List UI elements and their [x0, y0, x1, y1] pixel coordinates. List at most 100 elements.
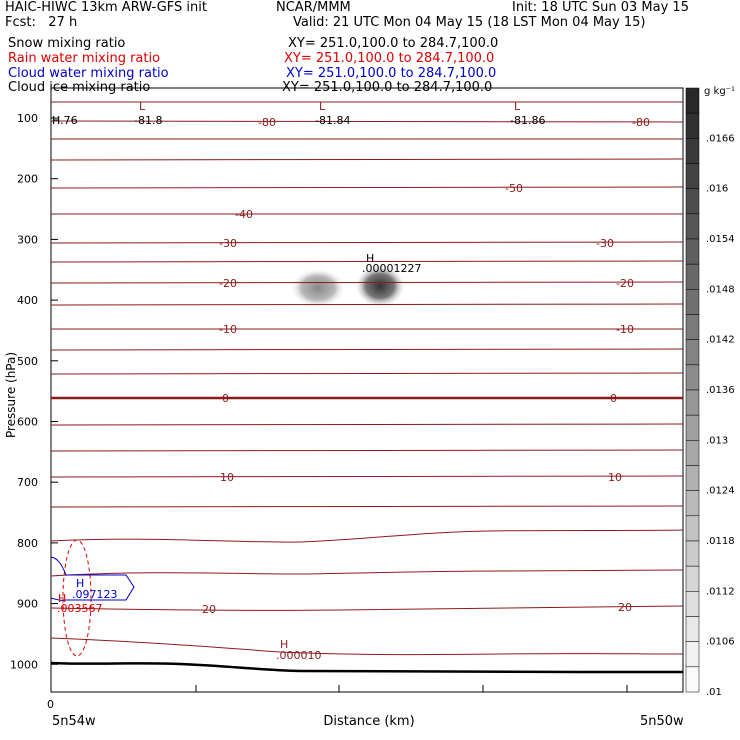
- y-tick-label: 600: [17, 416, 38, 429]
- contour-value-label: 10: [608, 471, 622, 484]
- colorbar-band: [685, 188, 700, 215]
- contour-line: [51, 529, 683, 543]
- contour-value-label: -50: [505, 182, 523, 195]
- contour-value-label: -20: [616, 277, 634, 290]
- header-org: NCAR/MMM: [276, 0, 351, 15]
- contour-line: [51, 241, 683, 244]
- y-axis: 100 200 300 400 500 600 700 800 900 1000: [10, 112, 58, 671]
- contour-value-label: 20: [618, 601, 632, 614]
- field-cloudwater-label: Cloud water mixing ratio: [8, 66, 169, 81]
- colorbar-band: [685, 339, 700, 366]
- header-title: HAIC-HIWC 13km ARW-GFS init: [5, 0, 207, 15]
- colorbar-band: [685, 138, 700, 164]
- x-tick-label: 0: [47, 698, 54, 711]
- colorbar-tick-label: .0106: [706, 637, 735, 648]
- colorbar-band: [685, 565, 700, 592]
- x-axis: [50, 685, 628, 692]
- contour-value-label: -80: [632, 116, 650, 129]
- extremum-value: -81.8: [134, 114, 162, 127]
- colorbar-band: [685, 490, 700, 517]
- colorbar-tick-label: .0148: [706, 284, 735, 295]
- contour-line: [51, 303, 683, 306]
- contour-value-label: 20: [202, 603, 216, 616]
- y-tick-label: 400: [17, 294, 38, 307]
- colorbar-tick-label: .013: [706, 435, 728, 446]
- colorbar-band: [685, 389, 700, 416]
- low-marker: L: [514, 100, 521, 113]
- y-tick-label: 300: [17, 233, 38, 246]
- x-axis-east-label: 5n50w: [640, 714, 684, 729]
- colorbar-tick-label: .0166: [706, 133, 735, 144]
- extremum-value: .003567: [57, 602, 103, 615]
- extremum-value: -81.86: [510, 114, 545, 127]
- extremum-value: -81.84: [315, 114, 350, 127]
- colorbar-band: [685, 163, 700, 189]
- contour-value-label: 0: [610, 392, 617, 405]
- contour-line: [51, 186, 683, 189]
- colorbar-tick-label: .0112: [706, 586, 735, 597]
- y-tick-label: 200: [17, 173, 38, 186]
- y-tick-label: 1000: [10, 658, 38, 671]
- colorbar-band: [685, 314, 700, 340]
- colorbar-tick-label: .01: [706, 687, 722, 698]
- colorbar-tick-label: .016: [706, 184, 728, 195]
- colorbar-band: [685, 238, 700, 265]
- y-tick-label: 800: [17, 537, 38, 550]
- contour-value-label: -10: [616, 323, 634, 336]
- colorbar-band: [685, 641, 700, 668]
- terrain-line: [51, 661, 683, 674]
- contour-value-label: -20: [219, 277, 237, 290]
- header-valid: Valid: 21 UTC Mon 04 May 15 (18 LST Mon …: [293, 15, 646, 30]
- colorbar-band: [685, 666, 700, 693]
- low-marker: L: [319, 100, 326, 113]
- colorbar-band: [685, 440, 700, 466]
- low-marker: L: [139, 100, 146, 113]
- colorbar-band: [685, 540, 700, 567]
- colorbar-tick-label: .0118: [706, 536, 735, 547]
- colorbar-band: [685, 263, 700, 290]
- contour-line: [51, 158, 683, 161]
- contour-line: [51, 281, 683, 284]
- extremum-value: .097123: [72, 588, 118, 601]
- contour-line: [51, 348, 683, 351]
- plot-frame: [50, 87, 684, 693]
- colorbar-band: [685, 616, 700, 642]
- contour-line: [51, 449, 683, 452]
- contour-line: [51, 120, 683, 123]
- y-tick-label: 100: [17, 112, 38, 125]
- extremum-value: .000010: [276, 649, 322, 662]
- high-marker: H: [76, 577, 84, 590]
- temperature-contours: [51, 101, 683, 656]
- colorbar-tick-label: .0124: [706, 486, 735, 497]
- field-rain-label: Rain water mixing ratio: [8, 51, 161, 66]
- colorbar-band: [685, 87, 700, 114]
- contour-line: [51, 505, 683, 508]
- x-axis-title: Distance (km): [323, 714, 414, 729]
- contour-line: [51, 637, 683, 656]
- y-tick-label: 900: [17, 598, 38, 611]
- cloud-water-contour: [51, 556, 135, 601]
- contour-line: [51, 605, 683, 611]
- x-axis-west-label: 5n54w: [52, 714, 96, 729]
- high-marker: H: [366, 252, 374, 265]
- colorbar-band: [685, 364, 700, 391]
- colorbar-tick-label: .0154: [706, 234, 735, 245]
- high-marker: H: [280, 638, 288, 651]
- colorbar-band: [685, 515, 700, 542]
- contour-line: [51, 475, 683, 478]
- contour-value-label: 0: [222, 392, 229, 405]
- high-marker: H: [58, 592, 66, 605]
- y-axis-title: Pressure (hPa): [4, 352, 18, 438]
- colorbar-band: [685, 414, 700, 441]
- contour-value-label: -80: [258, 116, 276, 129]
- contour-labels: L L L H.76 -81.8 -81.84 -81.86 -80 -80 -…: [52, 100, 650, 662]
- colorbar-band: [685, 591, 700, 617]
- y-tick-label: 500: [17, 355, 38, 368]
- cloud-ice-blob-west: [290, 268, 346, 308]
- contour-line: [51, 260, 683, 263]
- header-init: Init: 18 UTC Sun 03 May 15: [512, 0, 689, 15]
- contour-value-label: -40: [235, 208, 253, 221]
- field-cloudwater-xy: XY= 251.0,100.0 to 284.7,100.0: [286, 66, 497, 81]
- colorbar-band: [685, 289, 700, 315]
